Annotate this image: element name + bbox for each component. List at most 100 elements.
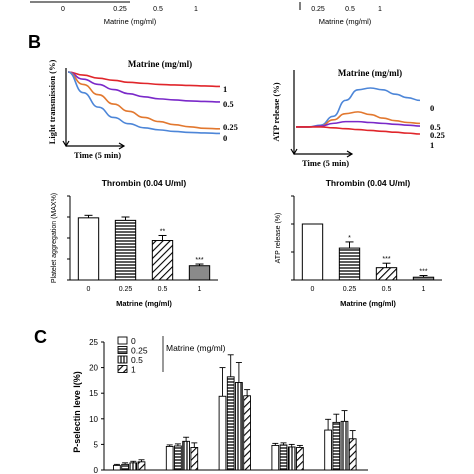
series-line-1 bbox=[67, 71, 221, 88]
legend-label-1: 0.25 bbox=[131, 346, 148, 356]
significance-1: * bbox=[348, 235, 351, 242]
x-tick-label-3: 1 bbox=[422, 286, 426, 293]
bar-g2-s3 bbox=[243, 395, 251, 471]
significance-2: *** bbox=[382, 256, 390, 263]
x-axis-label: Matrine (mg/ml) bbox=[116, 299, 172, 308]
bar-g1-s0 bbox=[165, 445, 174, 471]
chart-title: Thrombin (0.04 U/ml) bbox=[326, 178, 411, 188]
bar-g4-s0 bbox=[324, 429, 332, 471]
bar-g2-s2 bbox=[235, 381, 243, 471]
bar-3 bbox=[412, 276, 435, 281]
chart-title: Matrine (mg/ml) bbox=[338, 68, 402, 78]
bar-1 bbox=[114, 219, 137, 281]
x-tick-label-1: 0.25 bbox=[343, 286, 357, 293]
x-axis-label: Time (5 min) bbox=[302, 158, 349, 168]
x-tick-label-0: 0 bbox=[311, 286, 315, 293]
bar-g4-s2 bbox=[340, 420, 349, 471]
platelet-aggregation-chart: Thrombin (0.04 U/ml) Matrine (mg/ml) Plate… bbox=[51, 178, 218, 308]
bar-g0-s0 bbox=[113, 464, 121, 471]
light-transmission-chart: Time (5 min) Light transmission (%) Matrin… bbox=[47, 59, 238, 160]
bar-g3-s3 bbox=[296, 447, 304, 471]
chart-title: Matrine (mg/ml) bbox=[128, 59, 192, 69]
bar-2 bbox=[375, 267, 398, 281]
legend-swatch-3 bbox=[117, 365, 128, 373]
bar-g4-s1 bbox=[332, 421, 341, 471]
strip-right-tick-1: 0.5 bbox=[345, 6, 355, 13]
y-tick-label-1: 5 bbox=[94, 440, 99, 449]
bar-0 bbox=[77, 217, 100, 281]
bar-g1-s2 bbox=[182, 440, 190, 471]
y-tick-label-0: 0 bbox=[94, 466, 99, 474]
series-label-1: 1 bbox=[223, 84, 227, 94]
strip-right-tick-0: 0.25 bbox=[311, 6, 325, 13]
x-tick-label-1: 0.25 bbox=[119, 286, 133, 293]
x-tick-label-2: 0.5 bbox=[158, 286, 168, 293]
legend-swatch-2 bbox=[117, 355, 128, 364]
bar-g3-s2 bbox=[287, 446, 296, 471]
strip-left-tick-1: 0.25 bbox=[113, 6, 127, 13]
series-line-0_25 bbox=[67, 71, 221, 130]
legend-swatch-0 bbox=[117, 336, 128, 345]
series-line-0_5 bbox=[67, 71, 221, 103]
series-label-0_25: 0.25 bbox=[223, 122, 238, 132]
y-tick-label-2: 10 bbox=[89, 415, 98, 424]
legend-title: Matrine (mg/ml) bbox=[166, 343, 226, 353]
y-tick-label-4: 20 bbox=[89, 364, 98, 373]
bar-g2-s0 bbox=[218, 395, 227, 471]
bar-1 bbox=[338, 247, 361, 281]
x-axis-label: Time (5 min) bbox=[74, 150, 121, 160]
legend-label-2: 0.5 bbox=[131, 355, 143, 365]
y-tick-label-5: 25 bbox=[89, 338, 98, 347]
x-tick-label-2: 0.5 bbox=[382, 286, 392, 293]
bar-2 bbox=[151, 240, 174, 281]
series-line-1 bbox=[296, 126, 421, 135]
bar-g0-s1 bbox=[121, 463, 129, 471]
x-tick-label-3: 1 bbox=[198, 286, 202, 293]
y-axis-label: Light transmission (%) bbox=[47, 60, 57, 145]
bar-3 bbox=[188, 265, 211, 281]
y-axis-label: P-selectin leve l(%) bbox=[72, 371, 82, 453]
atp-release-trace-chart: Time (5 min) ATP release (%) Matrine (mg/m… bbox=[271, 68, 445, 168]
top-strip: 0 0.25 0.5 1 Matrine (mg/ml) 0.25 0.5 1 … bbox=[30, 1, 382, 26]
series-label-0_5: 0.5 bbox=[223, 99, 234, 109]
significance-3: *** bbox=[195, 257, 203, 264]
strip-left-xlabel: Matrine (mg/ml) bbox=[104, 17, 157, 26]
bar-g1-s1 bbox=[174, 445, 182, 471]
significance-2: ** bbox=[160, 228, 166, 235]
panel-label-c: C bbox=[34, 327, 47, 347]
x-tick-label-0: 0 bbox=[87, 286, 91, 293]
y-tick-label-3: 15 bbox=[89, 389, 98, 398]
legend-label-3: 1 bbox=[131, 365, 136, 375]
series-label-1: 1 bbox=[430, 140, 434, 150]
series-line-0 bbox=[67, 71, 221, 135]
strip-left-tick-0: 0 bbox=[61, 6, 65, 13]
bar-g4-s3 bbox=[348, 438, 357, 471]
y-axis-label: Platelet aggregation (MAX%) bbox=[51, 193, 58, 283]
bar-g1-s3 bbox=[190, 447, 199, 471]
x-arrow-head bbox=[118, 142, 126, 150]
strip-right-xlabel: Matrine (mg/ml) bbox=[319, 17, 372, 26]
x-arrow-head bbox=[346, 150, 354, 158]
bar-g0-s3 bbox=[137, 461, 146, 471]
y-axis-label: ATP release (%) bbox=[271, 82, 281, 141]
x-axis-label: Matrine (mg/ml) bbox=[340, 299, 396, 308]
series-label-0: 0 bbox=[430, 103, 434, 113]
chart-title: Thrombin (0.04 U/ml) bbox=[102, 178, 187, 188]
legend-swatch-1 bbox=[117, 346, 128, 354]
bar-0 bbox=[301, 223, 324, 281]
series-label-0_5: 0.5 bbox=[430, 122, 441, 132]
bar-g3-s1 bbox=[279, 444, 288, 471]
series-label-0_25: 0.25 bbox=[430, 130, 445, 140]
series-label-0: 0 bbox=[223, 133, 227, 143]
atp-release-bar-chart: Thrombin (0.04 U/ml) Matrine (mg/ml) ATP r… bbox=[275, 178, 442, 308]
y-axis-label: ATP release (%) bbox=[275, 213, 282, 264]
bar-g2-s1 bbox=[226, 376, 235, 471]
strip-right-tick-2: 1 bbox=[378, 6, 382, 13]
legend-label-0: 0 bbox=[131, 336, 136, 346]
strip-left-tick-3: 1 bbox=[194, 6, 198, 13]
bar-g0-s2 bbox=[129, 462, 138, 471]
significance-3: *** bbox=[419, 269, 427, 276]
strip-left-tick-2: 0.5 bbox=[153, 6, 163, 13]
